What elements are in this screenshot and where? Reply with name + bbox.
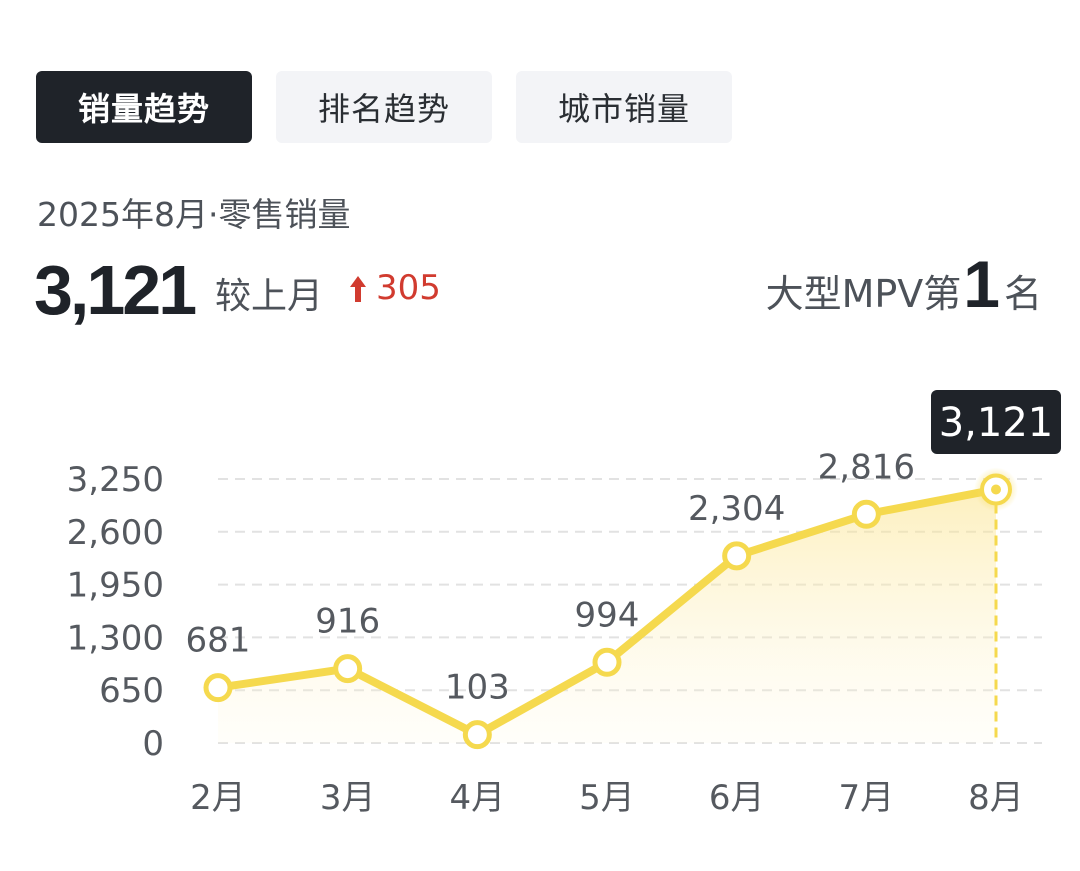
highlight-point-center <box>991 484 1001 495</box>
data-point <box>592 647 622 677</box>
y-tick-label: 650 <box>99 671 164 711</box>
series-line <box>214 485 1000 739</box>
tab-rank-trend[interactable]: 排名趋势 <box>276 71 492 143</box>
rank-info: 大型MPV第 1 名 <box>766 246 1042 322</box>
data-label: 994 <box>575 595 640 635</box>
data-label: 681 <box>186 621 251 661</box>
tooltip: 3,121 <box>931 390 1061 454</box>
compare-delta: 305 <box>376 268 441 308</box>
x-tick-label: 8月 <box>968 778 1024 818</box>
x-tick-label: 2月 <box>190 778 246 818</box>
data-labels: 681 916 103 994 2,304 2,816 <box>186 447 915 707</box>
sales-value: 3,121 <box>34 251 197 329</box>
line-segment <box>473 658 611 739</box>
y-axis: 0 650 1,300 1,950 2,600 3,250 <box>67 460 164 764</box>
x-tick-label: 6月 <box>709 778 765 818</box>
x-tick-label: 4月 <box>450 778 506 818</box>
y-tick-label: 1,300 <box>67 618 164 658</box>
line-segment <box>732 510 871 560</box>
data-point <box>722 541 752 571</box>
line-segment <box>603 551 741 667</box>
data-point <box>851 499 881 529</box>
rank-suffix: 名 <box>1003 272 1042 316</box>
data-points <box>203 467 1018 750</box>
x-tick-label: 3月 <box>320 778 376 818</box>
tooltip-value: 3,121 <box>939 400 1054 446</box>
data-point <box>462 720 492 750</box>
data-label: 2,816 <box>818 447 915 487</box>
area-fill-shape <box>218 489 996 743</box>
y-tick-label: 2,600 <box>67 513 164 553</box>
line-segment <box>862 485 1000 519</box>
data-label: 916 <box>315 602 380 642</box>
x-axis: 2月 3月 4月 5月 6月 7月 8月 <box>190 778 1024 818</box>
y-tick-label: 3,250 <box>67 460 164 500</box>
tab-bar: 销量趋势 排名趋势 城市销量 <box>36 71 732 143</box>
arrow-up-icon <box>350 276 366 302</box>
x-tick-label: 5月 <box>579 778 635 818</box>
tab-city-sales[interactable]: 城市销量 <box>516 71 732 143</box>
area-fill <box>218 489 996 743</box>
data-point <box>203 673 233 703</box>
line-segment <box>343 664 482 739</box>
compare-label: 较上月 <box>215 276 324 317</box>
tab-sales-trend[interactable]: 销量趋势 <box>36 71 252 143</box>
y-tick-label: 0 <box>142 724 164 764</box>
y-tick-label: 1,950 <box>67 566 164 606</box>
rank-prefix: 大型MPV第 <box>765 272 962 316</box>
rank-number: 1 <box>963 247 1000 321</box>
period-label: 2025年8月·零售销量 <box>37 195 351 234</box>
data-point <box>333 654 363 684</box>
x-tick-label: 7月 <box>839 778 895 818</box>
data-label: 2,304 <box>688 489 785 529</box>
line-segment <box>214 664 352 692</box>
tooltip-box <box>931 390 1061 454</box>
data-label: 103 <box>445 668 510 708</box>
